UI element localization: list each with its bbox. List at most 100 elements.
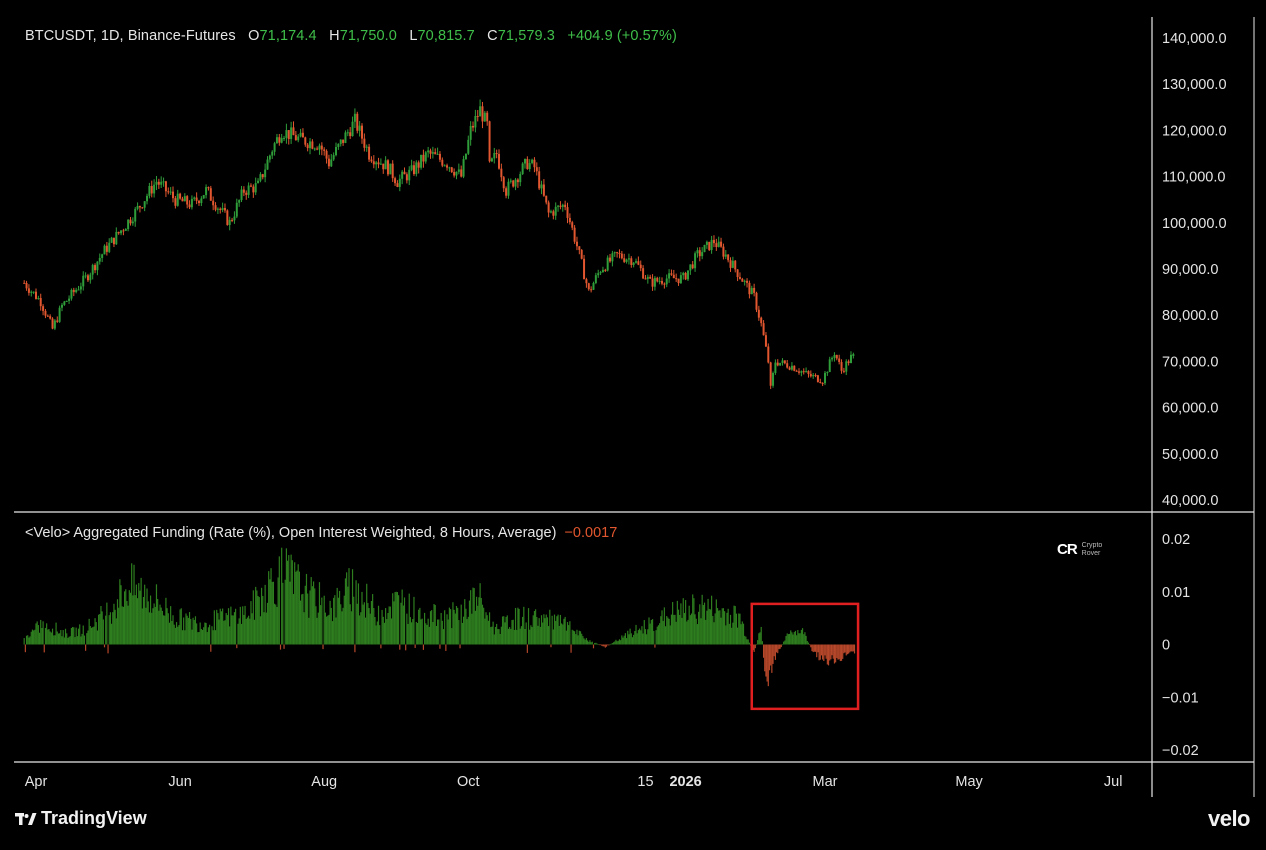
- funding-bar: [672, 602, 674, 645]
- candle-down: [684, 271, 687, 281]
- candle-body: [372, 161, 375, 165]
- funding-bar: [251, 613, 253, 645]
- candle-body: [658, 281, 661, 283]
- funding-bar: [112, 612, 114, 645]
- funding-bar: [90, 627, 93, 645]
- funding-bar: [835, 644, 837, 663]
- funding-bar: [499, 633, 501, 645]
- funding-bar: [561, 623, 563, 645]
- funding-bar: [222, 608, 224, 645]
- candle-body: [127, 219, 130, 230]
- candle-body: [316, 148, 319, 150]
- candle-body: [389, 163, 392, 175]
- candle-body: [710, 239, 713, 251]
- price-tick-label: 120,000.0: [1162, 123, 1227, 139]
- funding-bar: [500, 626, 502, 645]
- funding-bar: [389, 606, 391, 645]
- funding-bar: [675, 621, 677, 645]
- funding-bar: [308, 617, 310, 645]
- candle-down: [639, 260, 642, 272]
- funding-bar: [646, 634, 648, 645]
- candle-up: [162, 177, 165, 187]
- candle-up: [136, 202, 139, 211]
- candle-body: [136, 206, 139, 209]
- candle-body: [609, 257, 612, 262]
- funding-bar: [168, 622, 171, 645]
- funding-bar: [471, 613, 473, 645]
- funding-bar: [69, 636, 71, 645]
- funding-bar: [654, 644, 656, 648]
- funding-bar: [614, 641, 616, 645]
- candle-body: [807, 371, 810, 374]
- funding-bar: [419, 607, 421, 645]
- candle-down: [476, 110, 479, 122]
- candle-body: [214, 205, 217, 210]
- funding-bar: [429, 611, 432, 645]
- candle-body: [200, 198, 203, 204]
- funding-bar: [796, 635, 798, 645]
- candle-body: [183, 196, 186, 202]
- funding-bar: [408, 593, 410, 645]
- funding-bar: [41, 628, 43, 645]
- candle-body: [585, 279, 588, 284]
- candle-down: [405, 172, 408, 184]
- candle-body: [651, 278, 654, 287]
- funding-bar: [570, 644, 572, 653]
- candle-down: [547, 200, 550, 218]
- funding-bar: [661, 610, 663, 645]
- candle-body: [335, 147, 338, 156]
- candle-up: [464, 153, 467, 160]
- candle-down: [675, 273, 678, 282]
- funding-bar: [77, 628, 80, 645]
- high-label: H: [329, 28, 340, 44]
- candle-down: [795, 369, 798, 372]
- candle-body: [821, 382, 824, 384]
- candle-up: [694, 251, 697, 272]
- funding-bar: [380, 644, 382, 649]
- candle-down: [304, 136, 307, 147]
- funding-bar: [449, 609, 452, 645]
- candle-body: [476, 116, 479, 118]
- funding-bar: [794, 630, 797, 645]
- time-tick-label: Jun: [168, 774, 191, 790]
- candle-up: [812, 372, 815, 379]
- candle-body: [481, 106, 484, 122]
- funding-bar: [630, 633, 632, 645]
- funding-bar: [207, 627, 210, 645]
- candle-up: [160, 176, 163, 188]
- funding-bar: [233, 612, 236, 645]
- funding-bar: [132, 595, 134, 645]
- candle-body: [212, 200, 215, 206]
- candle-down: [819, 378, 822, 384]
- candle-body: [306, 144, 309, 149]
- candle-down: [755, 291, 758, 313]
- candle-body: [143, 201, 146, 208]
- funding-bar: [564, 616, 566, 645]
- funding-bar: [180, 608, 182, 645]
- funding-bar: [152, 608, 154, 645]
- candle-body: [838, 358, 841, 363]
- funding-bar: [656, 626, 658, 645]
- candle-up: [523, 158, 526, 169]
- funding-bar: [198, 632, 200, 645]
- funding-bar: [634, 631, 636, 645]
- candle-body: [219, 208, 222, 210]
- funding-bar: [34, 629, 36, 645]
- funding-bar: [594, 642, 596, 645]
- funding-bar: [517, 607, 519, 645]
- funding-bar: [412, 618, 414, 645]
- candle-up: [58, 305, 61, 323]
- candle-up: [309, 138, 312, 155]
- candle-up: [290, 121, 293, 144]
- candle-up: [285, 123, 288, 144]
- funding-bar: [53, 635, 55, 645]
- candle-up: [127, 219, 130, 232]
- candle-body: [677, 278, 680, 284]
- funding-bar: [175, 622, 178, 645]
- funding-bar: [184, 630, 186, 645]
- candle-body: [665, 278, 668, 285]
- funding-bar: [128, 590, 130, 645]
- candle-body: [304, 137, 307, 145]
- funding-bar: [557, 614, 559, 645]
